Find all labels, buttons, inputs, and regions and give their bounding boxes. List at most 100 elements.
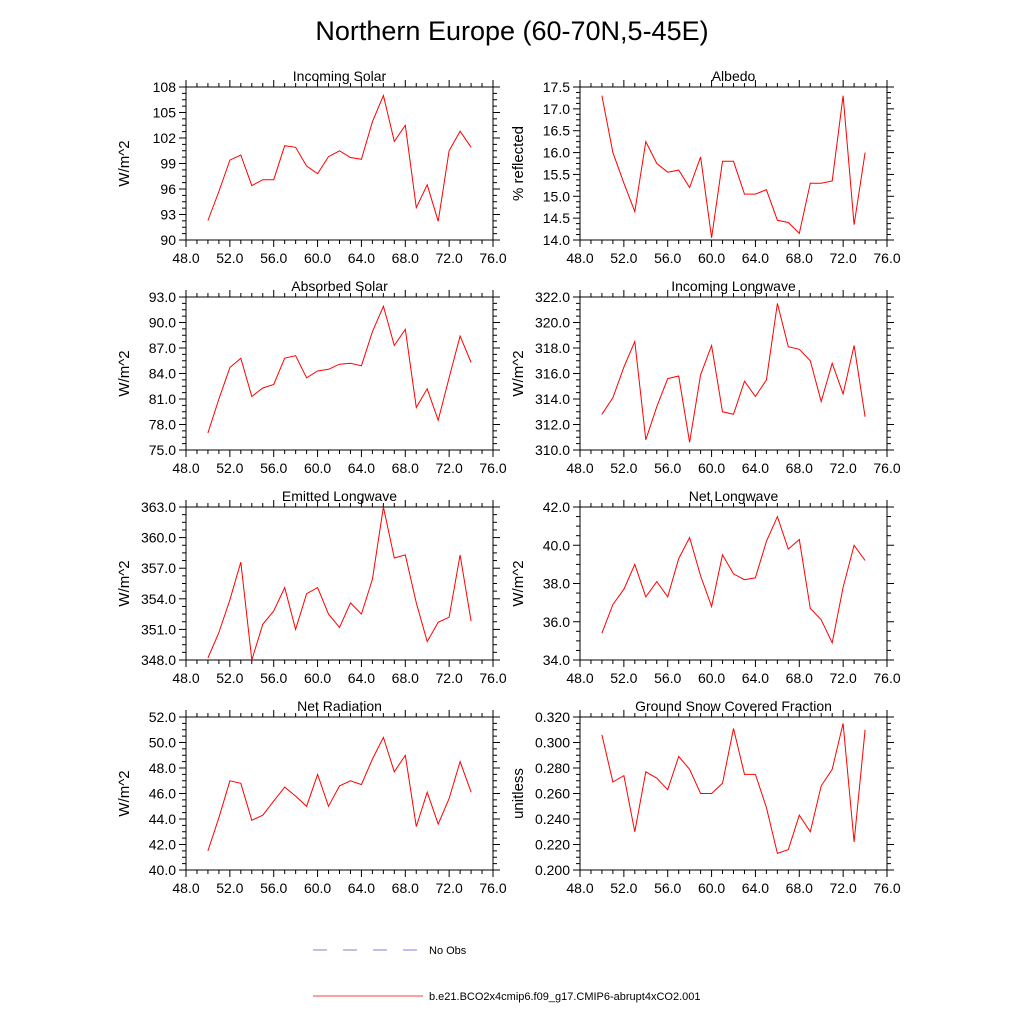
net-longwave-ytick-label: 34.0	[543, 652, 570, 668]
emitted-longwave-title: Emitted Longwave	[282, 488, 397, 504]
incoming-longwave-xtick-label: 64.0	[742, 460, 769, 476]
ground-snow-covered-fraction-ytick-label: 0.240	[535, 811, 570, 827]
absorbed-solar-xtick-label: 52.0	[216, 460, 243, 476]
albedo-xtick-label: 72.0	[830, 250, 857, 266]
albedo-ytick-label: 17.0	[543, 101, 570, 117]
legend-model-label: b.e21.BCO2x4cmip6.f09_g17.CMIP6-abrupt4x…	[429, 991, 701, 1003]
net-longwave-xtick-label: 72.0	[830, 670, 857, 686]
albedo-ytick-label: 14.5	[543, 210, 570, 226]
absorbed-solar-ytick-label: 78.0	[149, 417, 176, 433]
albedo-ytick-label: 15.5	[543, 166, 570, 182]
absorbed-solar-xtick-label: 76.0	[479, 460, 506, 476]
albedo-xtick-label: 60.0	[698, 250, 725, 266]
absorbed-solar-xtick-label: 60.0	[304, 460, 331, 476]
absorbed-solar-xtick-label: 56.0	[260, 460, 287, 476]
ground-snow-covered-fraction-xtick-label: 48.0	[566, 880, 593, 896]
emitted-longwave-ytick-label: 363.0	[141, 499, 176, 515]
net-radiation-ytick-label: 48.0	[149, 760, 176, 776]
panels-group: Incoming Solar 90 93 96 99 102 105 108 48.0 52.0 5…	[116, 68, 901, 896]
absorbed-solar-ylabel: W/m^2	[116, 350, 133, 396]
incoming-solar-xtick-label: 56.0	[260, 250, 287, 266]
incoming-longwave-xtick-label: 48.0	[566, 460, 593, 476]
albedo-ylabel: % reflected	[510, 126, 527, 201]
net-radiation-panel: Net Radiation 40.0 42.0 44.0 46.0 48.0 50.0 52.…	[116, 698, 507, 896]
net-radiation-xtick-label: 56.0	[260, 880, 287, 896]
absorbed-solar-ytick-label: 93.0	[149, 289, 176, 305]
incoming-solar-ytick-label: 93	[160, 207, 176, 223]
emitted-longwave-xtick-label: 48.0	[172, 670, 199, 686]
emitted-longwave-xtick-label: 72.0	[436, 670, 463, 686]
emitted-longwave-xtick-label: 68.0	[392, 670, 419, 686]
emitted-longwave-ytick-label: 351.0	[141, 621, 176, 637]
net-radiation-xtick-label: 52.0	[216, 880, 243, 896]
absorbed-solar-series-line	[207, 304, 472, 434]
absorbed-solar-xtick-label: 64.0	[348, 460, 375, 476]
incoming-solar-ytick-label: 99	[160, 156, 176, 172]
incoming-solar-ytick-label: 96	[160, 181, 176, 197]
net-radiation-xtick-label: 48.0	[172, 880, 199, 896]
incoming-solar-xtick-label: 52.0	[216, 250, 243, 266]
emitted-longwave-xtick-label: 76.0	[479, 670, 506, 686]
ground-snow-covered-fraction-ytick-label: 0.260	[535, 786, 570, 802]
absorbed-solar-panel: Absorbed Solar 75.0 78.0 81.0 84.0 87.0 90.0 93…	[116, 278, 507, 476]
incoming-solar-xtick-label: 60.0	[304, 250, 331, 266]
albedo-ytick-label: 17.5	[543, 79, 570, 95]
incoming-longwave-ytick-label: 322.0	[535, 289, 570, 305]
net-radiation-ytick-label: 50.0	[149, 735, 176, 751]
incoming-longwave-ytick-label: 320.0	[535, 315, 570, 331]
incoming-solar-panel: Incoming Solar 90 93 96 99 102 105 108 48.0 52.0 5…	[116, 68, 507, 266]
incoming-solar-title: Incoming Solar	[293, 68, 387, 84]
ground-snow-covered-fraction-xtick-label: 60.0	[698, 880, 725, 896]
albedo-xtick-label: 68.0	[786, 250, 813, 266]
ground-snow-covered-fraction-xtick-label: 72.0	[830, 880, 857, 896]
absorbed-solar-ytick-label: 81.0	[149, 391, 176, 407]
albedo-xtick-label: 52.0	[610, 250, 637, 266]
figure-title: Northern Europe (60-70N,5-45E)	[315, 16, 708, 46]
net-radiation-series-line	[207, 736, 472, 852]
net-radiation-ytick-label: 52.0	[149, 709, 176, 725]
ground-snow-covered-fraction-panel: Ground Snow Covered Fraction 0.200 0.220 0.…	[510, 698, 901, 896]
emitted-longwave-xtick-label: 52.0	[216, 670, 243, 686]
incoming-solar-ytick-label: 102	[153, 130, 177, 146]
ground-snow-covered-fraction-xtick-label: 52.0	[610, 880, 637, 896]
ground-snow-covered-fraction-ytick-label: 0.300	[535, 735, 570, 751]
net-longwave-xtick-label: 48.0	[566, 670, 593, 686]
ground-snow-covered-fraction-ytick-label: 0.320	[535, 709, 570, 725]
incoming-longwave-xtick-label: 52.0	[610, 460, 637, 476]
net-longwave-ytick-label: 38.0	[543, 576, 570, 592]
albedo-xtick-label: 64.0	[742, 250, 769, 266]
incoming-solar-xtick-label: 68.0	[392, 250, 419, 266]
incoming-longwave-xtick-label: 72.0	[830, 460, 857, 476]
incoming-solar-xtick-label: 72.0	[436, 250, 463, 266]
absorbed-solar-xtick-label: 72.0	[436, 460, 463, 476]
net-longwave-panel: Net Longwave 34.0 36.0 38.0 40.0 42.0 48.0 52.0…	[510, 488, 901, 686]
emitted-longwave-series-line	[207, 506, 472, 661]
incoming-longwave-ytick-label: 318.0	[535, 340, 570, 356]
net-longwave-ylabel: W/m^2	[510, 560, 527, 606]
absorbed-solar-title: Absorbed Solar	[291, 278, 388, 294]
albedo-xtick-label: 76.0	[873, 250, 900, 266]
net-longwave-ytick-label: 36.0	[543, 614, 570, 630]
albedo-ytick-label: 16.5	[543, 123, 570, 139]
ground-snow-covered-fraction-xtick-label: 56.0	[654, 880, 681, 896]
net-longwave-xtick-label: 76.0	[873, 670, 900, 686]
absorbed-solar-ytick-label: 90.0	[149, 315, 176, 331]
emitted-longwave-xtick-label: 56.0	[260, 670, 287, 686]
emitted-longwave-ytick-label: 354.0	[141, 591, 176, 607]
legend-obs-label: No Obs	[429, 945, 467, 957]
ground-snow-covered-fraction-series-line	[601, 723, 866, 855]
net-radiation-xtick-label: 60.0	[304, 880, 331, 896]
net-longwave-xtick-label: 60.0	[698, 670, 725, 686]
incoming-solar-xtick-label: 76.0	[479, 250, 506, 266]
legend: No Obs b.e21.BCO2x4cmip6.f09_g17.CMIP6-a…	[313, 945, 701, 1003]
absorbed-solar-xtick-label: 68.0	[392, 460, 419, 476]
albedo-xtick-label: 56.0	[654, 250, 681, 266]
net-radiation-ylabel: W/m^2	[116, 770, 133, 816]
albedo-xtick-label: 48.0	[566, 250, 593, 266]
ground-snow-covered-fraction-title: Ground Snow Covered Fraction	[635, 698, 832, 714]
incoming-longwave-ytick-label: 312.0	[535, 417, 570, 433]
incoming-longwave-xtick-label: 68.0	[786, 460, 813, 476]
incoming-longwave-ytick-label: 310.0	[535, 442, 570, 458]
net-longwave-xtick-label: 52.0	[610, 670, 637, 686]
net-radiation-ytick-label: 42.0	[149, 837, 176, 853]
